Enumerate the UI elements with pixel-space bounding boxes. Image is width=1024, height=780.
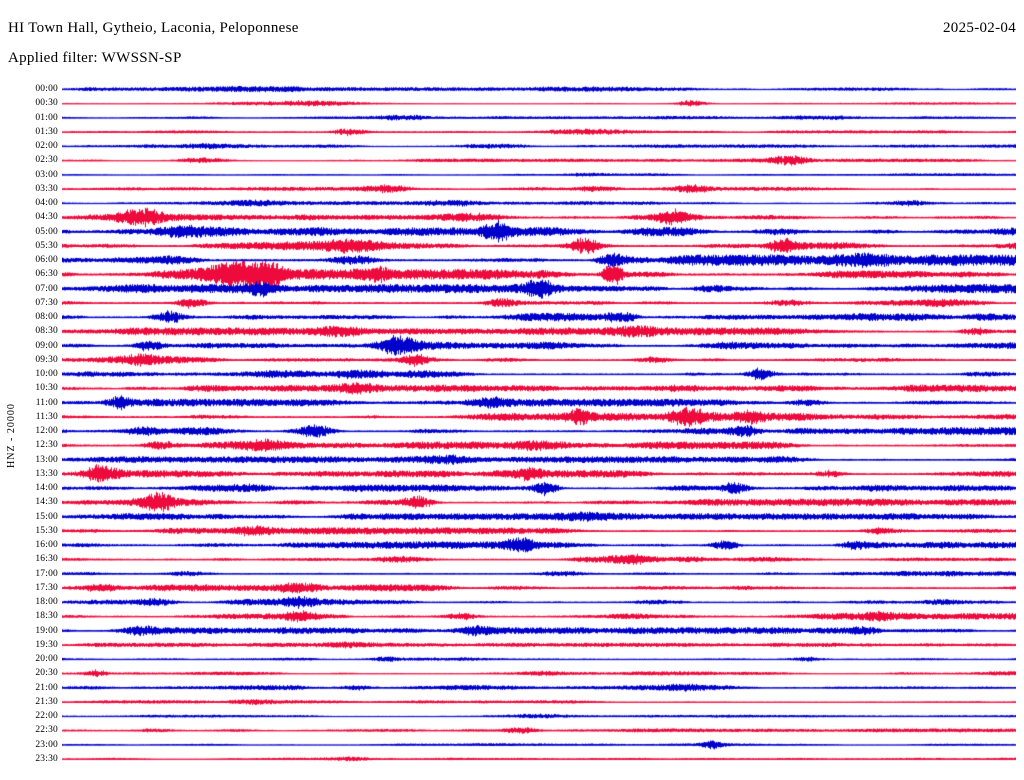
filter-label: Applied filter: WWSSN-SP [8, 50, 182, 66]
time-label: 10:30 [35, 383, 58, 394]
time-label: 08:00 [35, 312, 58, 323]
time-label: 16:00 [35, 540, 58, 551]
header: HI Town Hall, Gytheio, Laconia, Peloponn… [8, 20, 1016, 37]
time-label: 02:00 [35, 141, 58, 152]
time-label: 03:30 [35, 183, 58, 194]
time-label: 02:30 [35, 155, 58, 166]
time-label: 17:30 [35, 582, 58, 593]
time-label: 12:30 [35, 440, 58, 451]
time-label: 07:00 [35, 283, 58, 294]
time-label: 19:00 [35, 625, 58, 636]
time-label: 12:00 [35, 426, 58, 437]
time-label: 11:00 [35, 397, 58, 408]
time-label: 14:30 [35, 497, 58, 508]
time-label: 07:30 [35, 297, 58, 308]
time-label: 00:00 [35, 84, 58, 95]
time-label: 08:30 [35, 326, 58, 337]
time-label: 11:30 [35, 411, 58, 422]
time-label: 14:00 [35, 483, 58, 494]
time-label: 17:00 [35, 568, 58, 579]
time-label: 22:00 [35, 711, 58, 722]
time-label: 06:30 [35, 269, 58, 280]
time-label: 20:00 [35, 654, 58, 665]
time-label: 09:00 [35, 340, 58, 351]
time-label: 18:00 [35, 597, 58, 608]
time-label: 15:30 [35, 525, 58, 536]
time-label: 20:30 [35, 668, 58, 679]
time-label: 23:30 [35, 753, 58, 764]
time-label: 04:30 [35, 212, 58, 223]
record-date: 2025-02-04 [943, 20, 1016, 36]
time-label: 13:00 [35, 454, 58, 465]
time-label: 15:00 [35, 511, 58, 522]
time-label: 03:00 [35, 169, 58, 180]
time-label: 21:00 [35, 682, 58, 693]
time-label: 09:30 [35, 354, 58, 365]
time-label: 13:30 [35, 468, 58, 479]
station-title: HI Town Hall, Gytheio, Laconia, Peloponn… [8, 20, 299, 36]
time-label: 04:00 [35, 198, 58, 209]
time-label: 01:30 [35, 126, 58, 137]
time-label: 05:30 [35, 240, 58, 251]
seismogram-traces [62, 82, 1016, 766]
time-label: 01:00 [35, 112, 58, 123]
time-label: 18:30 [35, 611, 58, 622]
time-label: 16:30 [35, 554, 58, 565]
time-label: 06:00 [35, 255, 58, 266]
time-label: 10:00 [35, 369, 58, 380]
time-label: 22:30 [35, 725, 58, 736]
time-label: 00:30 [35, 98, 58, 109]
time-label: 21:30 [35, 696, 58, 707]
time-label: 05:00 [35, 226, 58, 237]
time-label: 19:30 [35, 639, 58, 650]
time-label: 23:00 [35, 739, 58, 750]
